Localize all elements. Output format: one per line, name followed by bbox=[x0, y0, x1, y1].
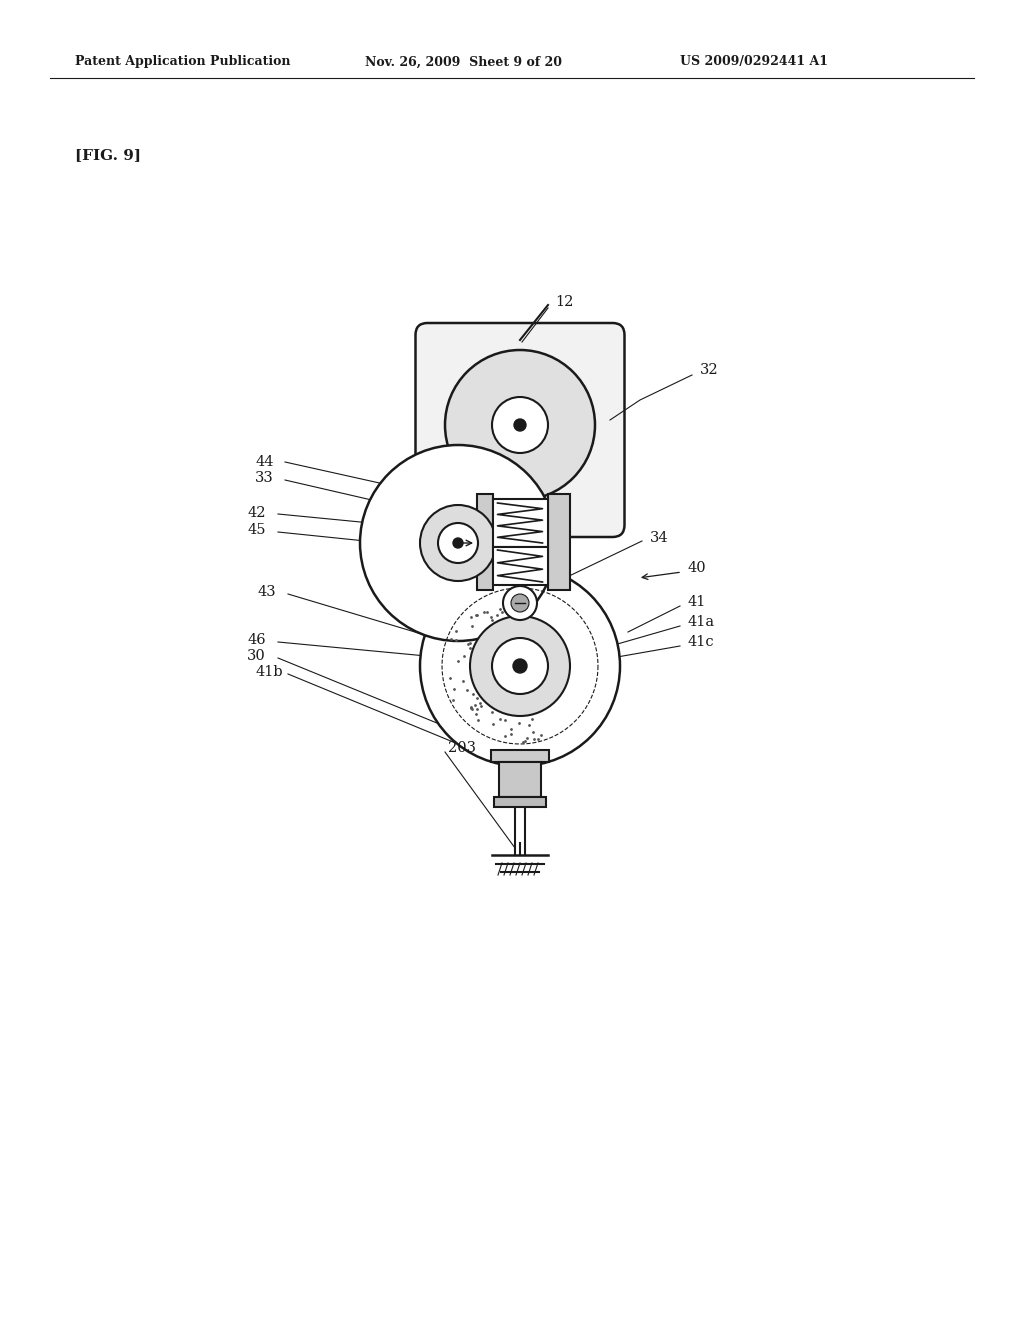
Text: 42: 42 bbox=[247, 506, 265, 520]
Text: 4: 4 bbox=[558, 665, 567, 678]
Bar bbox=[548, 494, 569, 590]
Text: 32: 32 bbox=[700, 363, 719, 378]
Text: 41a: 41a bbox=[688, 615, 715, 630]
Circle shape bbox=[470, 616, 570, 715]
Text: Patent Application Publication: Patent Application Publication bbox=[75, 55, 291, 69]
Text: 33: 33 bbox=[255, 471, 273, 484]
Circle shape bbox=[513, 659, 527, 673]
Circle shape bbox=[420, 566, 620, 766]
Bar bbox=[493, 546, 548, 585]
Circle shape bbox=[420, 506, 496, 581]
Text: 45: 45 bbox=[247, 523, 265, 537]
Bar bbox=[490, 750, 549, 762]
Bar bbox=[494, 797, 546, 807]
Text: 12: 12 bbox=[555, 294, 573, 309]
Text: 203: 203 bbox=[449, 741, 476, 755]
Text: 41: 41 bbox=[688, 595, 707, 609]
Bar bbox=[499, 762, 541, 797]
Text: 34: 34 bbox=[650, 531, 669, 545]
Text: 40: 40 bbox=[688, 561, 707, 576]
Circle shape bbox=[360, 445, 556, 642]
Text: 44: 44 bbox=[255, 455, 273, 469]
Bar bbox=[493, 499, 548, 546]
Circle shape bbox=[453, 539, 463, 548]
Circle shape bbox=[503, 586, 537, 620]
Text: 46: 46 bbox=[247, 634, 265, 647]
Text: 30: 30 bbox=[247, 649, 266, 663]
Text: 41b: 41b bbox=[255, 665, 283, 678]
Circle shape bbox=[438, 523, 478, 564]
Circle shape bbox=[514, 418, 526, 432]
Text: Nov. 26, 2009  Sheet 9 of 20: Nov. 26, 2009 Sheet 9 of 20 bbox=[365, 55, 562, 69]
Circle shape bbox=[492, 638, 548, 694]
Circle shape bbox=[445, 350, 595, 500]
Circle shape bbox=[511, 594, 529, 612]
Bar bbox=[476, 494, 493, 590]
Text: US 2009/0292441 A1: US 2009/0292441 A1 bbox=[680, 55, 828, 69]
Text: 41c: 41c bbox=[688, 635, 715, 649]
FancyBboxPatch shape bbox=[416, 323, 625, 537]
Circle shape bbox=[492, 397, 548, 453]
Text: [FIG. 9]: [FIG. 9] bbox=[75, 148, 141, 162]
Text: 43: 43 bbox=[258, 585, 276, 599]
